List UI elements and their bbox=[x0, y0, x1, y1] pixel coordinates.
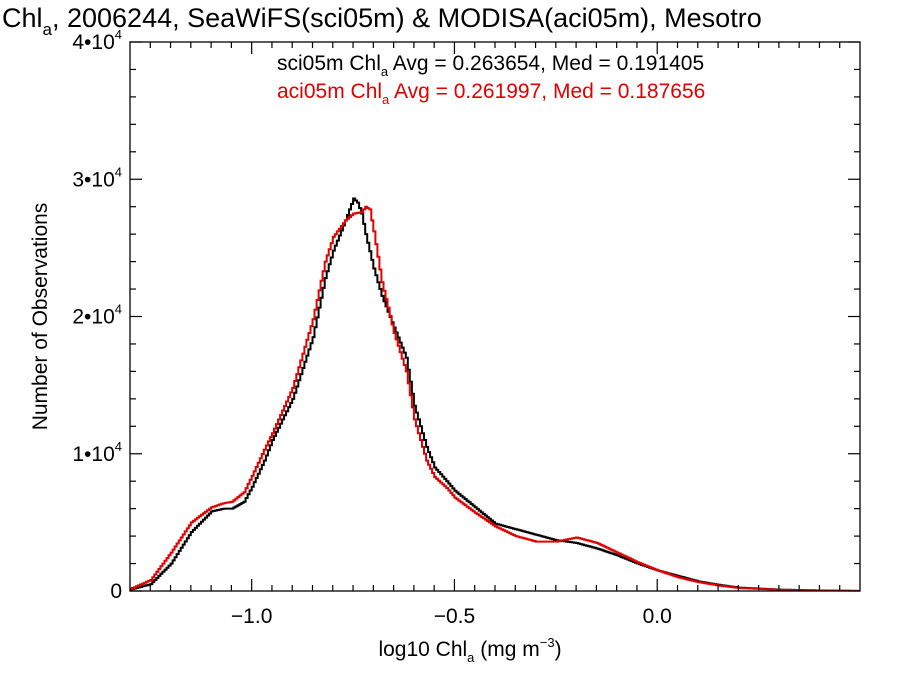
legend-group: sci05m Chla Avg = 0.263654, Med = 0.1914… bbox=[277, 52, 705, 107]
series-group bbox=[130, 197, 860, 591]
plot-frame bbox=[129, 41, 861, 592]
y-tick-label: 4•104 bbox=[72, 27, 122, 54]
x-tick-label: −1.0 bbox=[231, 605, 272, 628]
y-tick-label: 3•104 bbox=[72, 164, 122, 191]
y-tick-label: 0 bbox=[110, 580, 122, 603]
x-tick-label: −0.5 bbox=[434, 605, 475, 628]
chart-title: Chla, 2006244, SeaWiFS(sci05m) & MODISA(… bbox=[2, 3, 762, 39]
y-tick-label: 2•104 bbox=[72, 302, 122, 329]
series-line-sci05m bbox=[130, 197, 860, 591]
axes-group: −1.0 −0.5 0.0 0 1•104 2•104 3•104 4•104 log10 Ch… bbox=[29, 27, 861, 665]
chart-title-group: Chla, 2006244, SeaWiFS(sci05m) & MODISA(… bbox=[2, 3, 762, 39]
x-tick-label: 0.0 bbox=[643, 605, 672, 628]
y-axis-label: Number of Observations bbox=[29, 203, 52, 431]
series-line-aci05m bbox=[130, 205, 860, 591]
x-axis-label: log10 Chla (mg m−3) bbox=[378, 635, 561, 665]
y-tick-label: 1•104 bbox=[72, 439, 122, 466]
legend-entry-sci05m: sci05m Chla Avg = 0.263654, Med = 0.1914… bbox=[277, 52, 704, 79]
legend-entry-aci05m: aci05m Chla Avg = 0.261997, Med = 0.1876… bbox=[277, 80, 705, 107]
